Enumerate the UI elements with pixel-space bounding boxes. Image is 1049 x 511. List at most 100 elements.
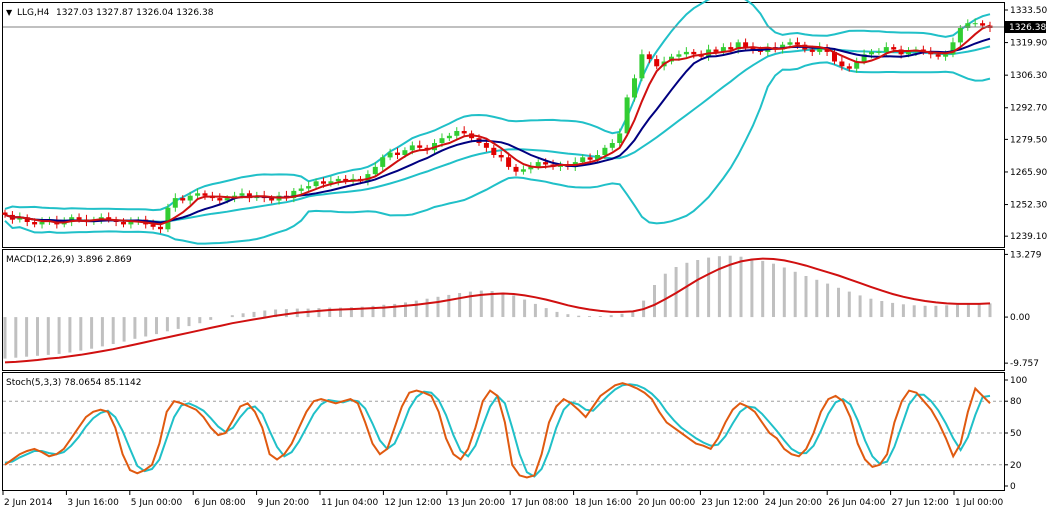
time-tick-label: 20 Jun 00:00 — [638, 498, 695, 508]
macd-histogram-bar — [57, 317, 61, 354]
candle-body — [691, 51, 697, 55]
candle-body — [461, 131, 467, 134]
candle-body — [817, 47, 823, 52]
macd-histogram-bar — [328, 307, 332, 317]
candle-body — [498, 155, 504, 158]
candle-body — [876, 51, 882, 53]
dropdown-arrow-icon[interactable]: ▼ — [6, 8, 13, 17]
ohlc-label: 1327.03 1327.87 1326.04 1326.38 — [56, 8, 214, 18]
time-tick-label: 12 Jun 12:00 — [384, 498, 441, 508]
macd-histogram-bar — [371, 305, 375, 318]
macd-histogram-bar — [847, 291, 851, 318]
macd-histogram-bar — [566, 314, 570, 317]
candle-body — [520, 169, 526, 172]
macd-histogram-bar — [198, 317, 202, 324]
candle-body — [513, 166, 519, 172]
macd-histogram-bar — [349, 307, 353, 318]
price-tick-label: 1333.50 — [1010, 6, 1047, 16]
macd-histogram-bar — [263, 310, 267, 318]
ma-fast-line — [4, 24, 991, 226]
candle-body — [535, 162, 541, 167]
price-tick-label: 1292.70 — [1010, 104, 1047, 114]
candle-body — [483, 143, 489, 148]
axes: 1333.50 1319.90 1306.30 1292.70 1279.50 1265.… — [2, 6, 1047, 508]
candle-body — [943, 54, 949, 57]
candle-body — [883, 47, 889, 52]
candle-body — [965, 23, 971, 28]
macd-histogram-bar — [837, 287, 840, 318]
candle-body — [328, 181, 334, 184]
macd-histogram-bar — [414, 300, 418, 318]
candle-body — [676, 54, 682, 57]
macd-histogram-bar — [977, 303, 981, 318]
candle-body — [595, 155, 600, 160]
candle-body — [713, 49, 719, 52]
macd-histogram-bar — [588, 316, 591, 317]
candle-body — [158, 226, 163, 230]
candle-body — [683, 51, 689, 55]
macd-histogram-bar — [772, 263, 775, 317]
stoch-tick-label: 100 — [1010, 376, 1027, 386]
candle-body — [950, 42, 956, 55]
candle-body — [306, 186, 312, 189]
macd-histogram-bar — [956, 304, 959, 318]
macd-histogram-bar — [804, 276, 808, 318]
macd-histogram-bar — [155, 317, 158, 335]
macd-histogram-bar — [609, 315, 613, 318]
candle-body — [446, 135, 452, 139]
price-plot[interactable] — [2, 0, 1005, 245]
candle-body — [365, 174, 371, 182]
macd-histogram-bar — [631, 310, 635, 317]
current-price-label: 1326.38 — [1009, 23, 1046, 33]
candle-body — [165, 207, 171, 230]
candle-body — [854, 61, 860, 69]
time-tick-label: 17 Jun 08:00 — [511, 498, 568, 508]
candle-body — [639, 54, 645, 79]
symbol-label: LLG,H4 — [17, 8, 50, 18]
time-tick-label: 6 Jun 08:00 — [194, 498, 246, 508]
candle-body — [624, 97, 630, 134]
candle-body — [395, 152, 400, 155]
time-tick-label: 5 Jun 00:00 — [131, 498, 183, 508]
candle-body — [402, 150, 408, 155]
candle-body — [321, 181, 326, 184]
candle-body — [528, 166, 534, 170]
macd-histogram-bar — [46, 317, 50, 355]
bollinger-upper — [4, 0, 991, 212]
candle-body — [32, 222, 38, 225]
candle-body — [728, 47, 734, 50]
stoch-plot[interactable] — [3, 382, 1004, 479]
macd-histogram-bar — [696, 260, 700, 318]
macd-histogram-bar — [187, 317, 191, 327]
macd-histogram-bar — [815, 279, 819, 318]
candle-body — [313, 181, 319, 187]
candle-body — [150, 224, 156, 227]
macd-panel-frame — [2, 249, 1005, 371]
candle-body — [409, 145, 415, 151]
candle-body — [454, 131, 460, 136]
candle-body — [654, 59, 660, 67]
candle-body — [750, 47, 756, 50]
macd-histogram-bar — [912, 305, 916, 318]
macd-histogram-bar — [425, 298, 429, 318]
macd-histogram-bar — [90, 317, 94, 349]
candle-body — [506, 157, 512, 167]
time-tick-label: 11 Jun 04:00 — [321, 498, 378, 508]
macd-histogram-bar — [122, 317, 126, 342]
candle-body — [24, 217, 30, 222]
candle-body — [809, 49, 815, 52]
macd-histogram-bar — [209, 317, 213, 320]
time-tick-label: 24 Jun 20:00 — [765, 498, 822, 508]
macd-histogram-bar — [165, 317, 169, 332]
current-price-box — [1005, 21, 1046, 33]
macd-plot[interactable] — [3, 255, 992, 364]
stoch-title: Stoch(5,3,3) 78.0654 85.1142 — [6, 378, 141, 388]
macd-histogram-bar — [447, 294, 451, 318]
candle-body — [217, 198, 223, 201]
macd-tick-label: 0.00 — [1010, 313, 1030, 323]
bollinger-lower — [4, 61, 991, 245]
macd-histogram-bar — [523, 299, 527, 318]
candle-body — [869, 51, 874, 55]
